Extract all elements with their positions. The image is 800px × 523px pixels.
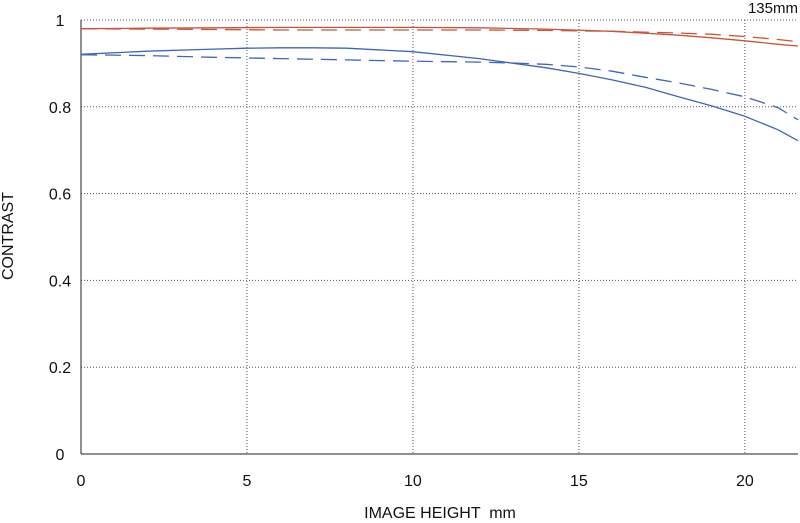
series-line-4: [80, 54, 799, 121]
x-tick-label: 20: [736, 473, 754, 490]
y-tick-label: 0.2: [49, 360, 71, 377]
y-tick-label: 0.6: [49, 187, 71, 204]
x-tick-label: 10: [404, 473, 422, 490]
corner-label: 135mm: [748, 0, 798, 17]
y-tick-label: 0: [56, 447, 65, 464]
labels-layer: 0 5 10 15 20 0 0.2 0.4 0.6 0.8 1: [49, 13, 754, 490]
y-tick-label: 1: [56, 13, 65, 30]
y-tick-label: 0.8: [49, 100, 71, 117]
series-layer: [80, 26, 799, 142]
x-tick-label: 0: [77, 473, 86, 490]
grid-layer: [81, 19, 798, 454]
axes-layer: [80, 20, 798, 455]
x-axis-title: IMAGE HEIGHT mm: [364, 505, 516, 522]
y-tick-label: 0.4: [49, 273, 71, 290]
x-tick-label: 15: [570, 473, 588, 490]
series-line-3: [80, 47, 799, 142]
series-line-1: [80, 26, 799, 47]
y-axis-title: CONTRAST: [0, 192, 17, 280]
series-line-2: [80, 28, 799, 43]
x-tick-label: 5: [243, 473, 252, 490]
